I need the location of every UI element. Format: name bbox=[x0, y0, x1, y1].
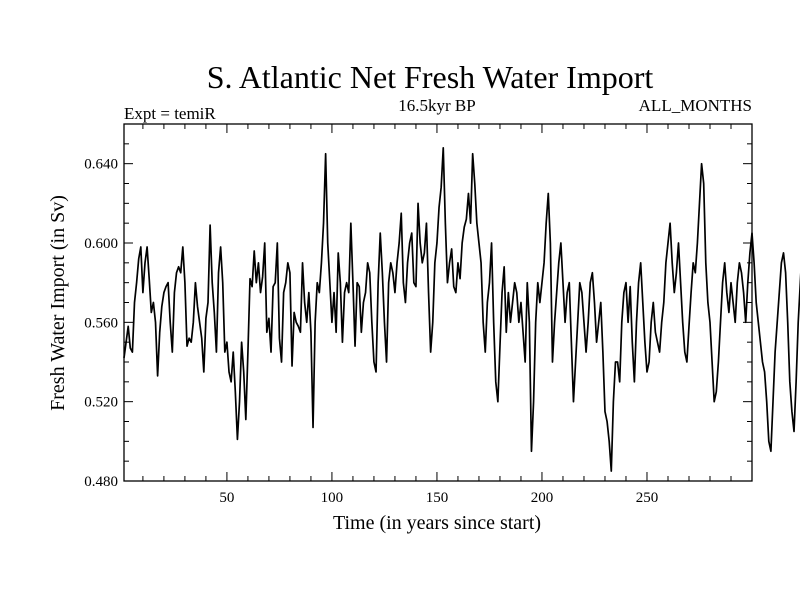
x-tick-label: 100 bbox=[321, 490, 344, 506]
y-tick-label: 0.520 bbox=[84, 395, 118, 411]
x-tick-label: 250 bbox=[636, 490, 659, 506]
y-tick-label: 0.560 bbox=[84, 315, 118, 331]
x-axis-label: Time (in years since start) bbox=[333, 512, 541, 534]
x-tick-label: 150 bbox=[426, 490, 449, 506]
y-axis-label: Fresh Water Import (in Sv) bbox=[47, 195, 69, 411]
x-tick-label: 50 bbox=[219, 490, 234, 506]
subtitle-right: ALL_MONTHS bbox=[639, 96, 752, 115]
data-series-line bbox=[123, 146, 800, 472]
subtitle-left: Expt = temiR bbox=[124, 104, 216, 123]
subtitle-center: 16.5kyr BP bbox=[398, 96, 475, 115]
chart-title: S. Atlantic Net Fresh Water Import bbox=[207, 59, 654, 95]
y-tick-label: 0.480 bbox=[84, 474, 118, 490]
plot-area: 50 100 150 200 250 0.480 0.520 0.560 0.600 0.640 bbox=[84, 123, 800, 506]
x-tick-label: 200 bbox=[531, 490, 554, 506]
y-tick-label: 0.600 bbox=[84, 236, 118, 252]
y-tick-label: 0.640 bbox=[84, 157, 118, 173]
